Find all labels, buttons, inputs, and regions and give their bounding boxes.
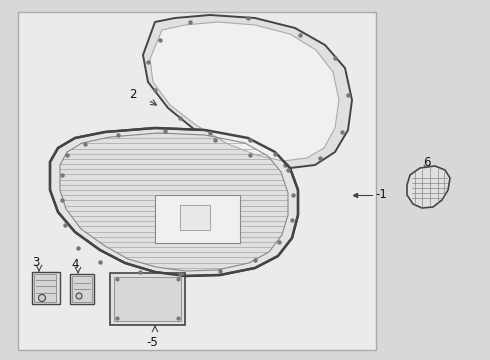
Bar (70, 274, 94, 304)
Text: 6: 6 (423, 157, 431, 170)
Bar (18, 12, 376, 350)
Text: -1: -1 (375, 189, 387, 202)
PathPatch shape (60, 133, 288, 271)
Text: 3: 3 (32, 256, 40, 270)
Bar (72, 276, 92, 302)
Bar (110, 273, 185, 325)
Polygon shape (50, 128, 298, 276)
Bar (32, 272, 60, 304)
Polygon shape (143, 15, 352, 168)
Polygon shape (150, 22, 339, 161)
Bar (114, 277, 181, 321)
Text: 2: 2 (129, 89, 137, 102)
Bar (180, 205, 210, 230)
Circle shape (76, 293, 82, 299)
Text: 4: 4 (71, 257, 79, 270)
Bar (155, 195, 240, 243)
Circle shape (39, 294, 46, 302)
Text: -5: -5 (146, 337, 158, 350)
Polygon shape (407, 166, 450, 208)
Bar (34, 274, 56, 302)
